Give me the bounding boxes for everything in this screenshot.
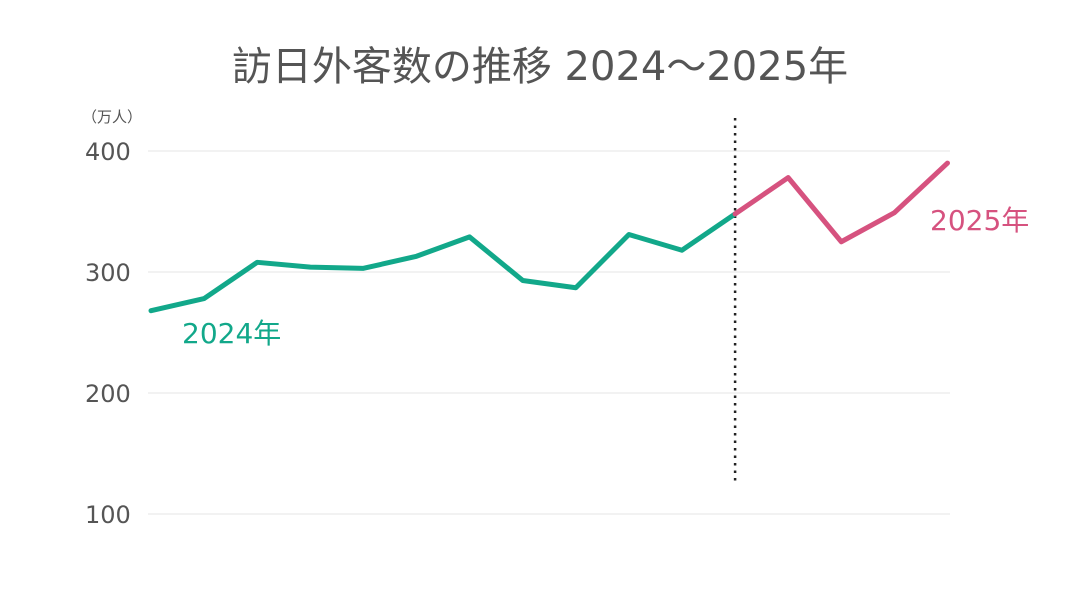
gridlines [148, 150, 950, 515]
series-label-2024: 2024年 [182, 317, 281, 350]
y-tick-label-200: 200 [85, 380, 131, 408]
series-lines [148, 160, 950, 314]
y-axis-unit-label: （万人） [82, 108, 142, 126]
series-label-2025: 2025年 [930, 204, 1029, 237]
y-tick-label-300: 300 [85, 259, 131, 287]
y-tick-label-400: 400 [85, 138, 131, 166]
y-axis-tick-labels: 100 200 300 400 [85, 138, 131, 529]
series-line-2024 [148, 211, 738, 314]
y-tick-label-100: 100 [85, 501, 131, 529]
chart-title: 訪日外客数の推移 2024〜2025年 [232, 44, 848, 90]
series-labels: 2024年 2025年 [182, 204, 1029, 350]
series-line-2025 [732, 160, 950, 245]
